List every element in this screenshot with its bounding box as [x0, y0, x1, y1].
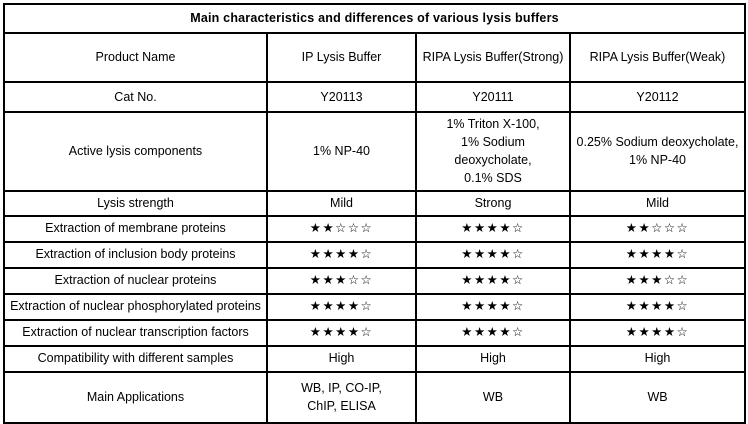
cell-lysis-strength-ripa-weak: Mild [568, 189, 747, 217]
cell-product-name-ripa-weak: RIPA Lysis Buffer(Weak) [568, 32, 747, 83]
cell-compatibility-ripa-strong: High [415, 344, 571, 373]
rating-inclusion-body-ip: ★★★★☆ [266, 240, 417, 269]
rating-nuclear-proteins-ripa-strong: ★★★★☆ [415, 266, 571, 295]
cell-active-components-ip: 1% NP-40 [266, 111, 417, 192]
cell-applications-ip: WB, IP, CO-IP, ChIP, ELISA [266, 370, 417, 424]
cell-applications-ripa-weak: WB [568, 370, 747, 424]
row-label-active-components: Active lysis components [3, 111, 268, 192]
rating-nuclear-proteins-ip: ★★★☆☆ [266, 266, 417, 295]
cell-cat-no-ripa-weak: Y20112 [568, 81, 747, 113]
table-row-nuclear-proteins: Extraction of nuclear proteins ★★★☆☆ ★★★… [3, 266, 747, 295]
table-row-active-components: Active lysis components 1% NP-40 1% Trit… [3, 111, 747, 192]
row-label-lysis-strength: Lysis strength [3, 189, 268, 217]
cell-active-components-ripa-strong: 1% Triton X-100, 1% Sodium deoxycholate,… [415, 111, 571, 192]
row-label-nuclear-phosphorylated-proteins: Extraction of nuclear phosphorylated pro… [3, 292, 268, 321]
cell-cat-no-ip: Y20113 [266, 81, 417, 113]
cell-lysis-strength-ripa-strong: Strong [415, 189, 571, 217]
rating-inclusion-body-ripa-strong: ★★★★☆ [415, 240, 571, 269]
table-row-membrane-proteins: Extraction of membrane proteins ★★☆☆☆ ★★… [3, 214, 747, 243]
cell-product-name-ripa-strong: RIPA Lysis Buffer(Strong) [415, 32, 571, 83]
rating-phosphorylated-ripa-weak: ★★★★☆ [568, 292, 747, 321]
row-label-product-name: Product Name [3, 32, 268, 83]
rating-transcription-factors-ripa-strong: ★★★★☆ [415, 318, 571, 347]
rating-inclusion-body-ripa-weak: ★★★★☆ [568, 240, 747, 269]
rating-phosphorylated-ripa-strong: ★★★★☆ [415, 292, 571, 321]
cell-compatibility-ripa-weak: High [568, 344, 747, 373]
cell-compatibility-ip: High [266, 344, 417, 373]
table-row-main-applications: Main Applications WB, IP, CO-IP, ChIP, E… [3, 370, 747, 424]
row-label-cat-no: Cat No. [3, 81, 268, 113]
cell-lysis-strength-ip: Mild [266, 189, 417, 217]
rating-phosphorylated-ip: ★★★★☆ [266, 292, 417, 321]
row-label-main-applications: Main Applications [3, 370, 268, 424]
row-label-inclusion-body-proteins: Extraction of inclusion body proteins [3, 240, 268, 269]
table-row-cat-no: Cat No. Y20113 Y20111 Y20112 [3, 81, 747, 113]
lysis-buffer-comparison-table: Main characteristics and differences of … [2, 3, 747, 424]
rating-membrane-proteins-ripa-weak: ★★☆☆☆ [568, 214, 747, 243]
table-row-product-name: Product Name IP Lysis Buffer RIPA Lysis … [3, 32, 747, 83]
rating-membrane-proteins-ripa-strong: ★★★★☆ [415, 214, 571, 243]
row-label-nuclear-transcription-factors: Extraction of nuclear transcription fact… [3, 318, 268, 347]
rating-nuclear-proteins-ripa-weak: ★★★☆☆ [568, 266, 747, 295]
table-row-nuclear-transcription-factors: Extraction of nuclear transcription fact… [3, 318, 747, 347]
row-label-nuclear-proteins: Extraction of nuclear proteins [3, 266, 268, 295]
cell-applications-ripa-strong: WB [415, 370, 571, 424]
cell-active-components-ripa-weak: 0.25% Sodium deoxycholate, 1% NP-40 [568, 111, 747, 192]
table-row-inclusion-body-proteins: Extraction of inclusion body proteins ★★… [3, 240, 747, 269]
table-row-nuclear-phosphorylated-proteins: Extraction of nuclear phosphorylated pro… [3, 292, 747, 321]
rating-transcription-factors-ripa-weak: ★★★★☆ [568, 318, 747, 347]
row-label-membrane-proteins: Extraction of membrane proteins [3, 214, 268, 243]
cell-cat-no-ripa-strong: Y20111 [415, 81, 571, 113]
table-row-compatibility: Compatibility with different samples Hig… [3, 344, 747, 373]
cell-product-name-ip: IP Lysis Buffer [266, 32, 417, 83]
table-row-lysis-strength: Lysis strength Mild Strong Mild [3, 189, 747, 217]
rating-transcription-factors-ip: ★★★★☆ [266, 318, 417, 347]
row-label-compatibility: Compatibility with different samples [3, 344, 268, 373]
table-title-row: Main characteristics and differences of … [2, 3, 747, 34]
table-title: Main characteristics and differences of … [2, 3, 747, 34]
rating-membrane-proteins-ip: ★★☆☆☆ [266, 214, 417, 243]
